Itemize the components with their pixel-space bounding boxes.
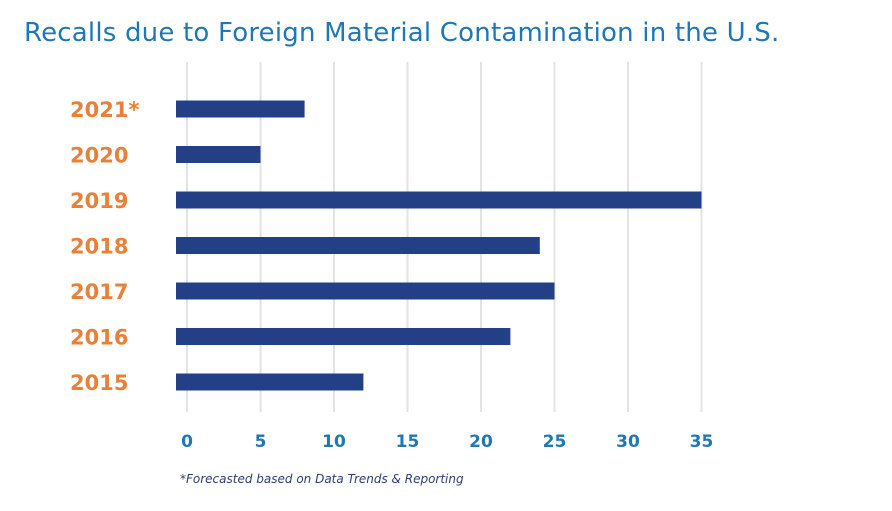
- bar-2018: [176, 237, 540, 254]
- bar-2021: [176, 100, 305, 118]
- x-tick-label: 35: [690, 432, 714, 452]
- x-tick-label: 0: [181, 432, 193, 452]
- footnote: *Forecasted based on Data Trends & Repor…: [180, 472, 464, 486]
- category-label: 2017: [70, 280, 128, 304]
- x-tick-label: 25: [543, 432, 567, 452]
- category-label: 2015: [70, 371, 128, 395]
- bar-2020: [176, 146, 261, 163]
- x-tick-labels: 0 5 10 15 20 25 30 35: [181, 432, 713, 452]
- x-tick-label: 5: [255, 432, 267, 452]
- bar-2019: [176, 191, 702, 209]
- bars: [176, 100, 702, 391]
- chart-title: Recalls due to Foreign Material Contamin…: [24, 18, 780, 48]
- category-labels: 2021* 2020 2019 2018 2017 2016 2015: [70, 98, 139, 395]
- category-label: 2016: [70, 326, 128, 350]
- category-label: 2019: [70, 189, 128, 213]
- bar-2017: [176, 282, 555, 300]
- category-label: 2021*: [70, 98, 139, 122]
- x-tick-label: 15: [396, 432, 420, 452]
- bar-2016: [176, 328, 511, 345]
- x-tick-label: 20: [469, 432, 493, 452]
- category-label: 2018: [70, 235, 128, 259]
- category-label: 2020: [70, 144, 128, 168]
- x-tick-label: 10: [322, 432, 346, 452]
- x-tick-label: 30: [616, 432, 640, 452]
- bar-2015: [176, 373, 364, 391]
